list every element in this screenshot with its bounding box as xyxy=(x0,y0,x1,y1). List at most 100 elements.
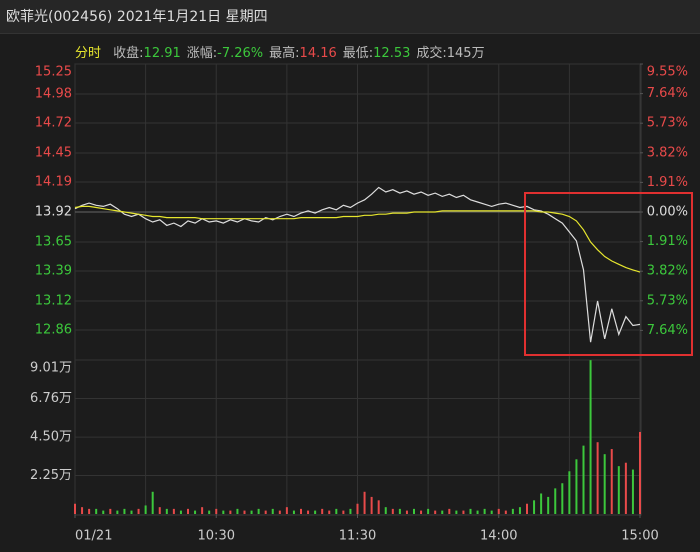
volume-bar xyxy=(194,510,197,514)
volume-tick-label: 2.25万 xyxy=(30,468,72,483)
x-tick-label: 14:00 xyxy=(480,529,517,544)
volume-bar xyxy=(314,510,317,514)
price-line xyxy=(74,186,641,343)
y2-tick-label: 5.73% xyxy=(647,293,688,308)
volume-bar xyxy=(278,510,281,514)
y2-tick-label: 0.00% xyxy=(647,205,688,220)
volume-bar xyxy=(257,508,260,514)
volume-bar xyxy=(413,508,415,514)
volume-bar xyxy=(398,508,401,514)
y-tick-label: 13.92 xyxy=(35,205,72,220)
volume-tick-label: 6.76万 xyxy=(30,391,72,406)
volume-bar xyxy=(533,500,536,514)
y2-tick-label: 1.91% xyxy=(647,234,688,249)
x-tick-label: 01/21 xyxy=(75,529,112,544)
volume-tick-label: 4.50万 xyxy=(30,430,72,445)
volume-bar xyxy=(434,510,437,514)
volume-bar xyxy=(187,508,189,514)
highlight-box xyxy=(524,192,693,356)
volume-bar xyxy=(137,508,140,514)
stat: 最高:14.16 xyxy=(269,46,337,61)
volume-bar xyxy=(575,459,578,514)
stat: 涨幅:-7.26% xyxy=(187,46,263,61)
volume-bar xyxy=(377,500,380,514)
volume-bar xyxy=(95,508,98,514)
volume-bar xyxy=(518,507,521,514)
x-tick-label: 11:30 xyxy=(339,529,376,544)
stat-label: 收盘: xyxy=(113,46,144,61)
y-tick-label: 14.98 xyxy=(35,87,72,102)
volume-bar xyxy=(292,510,295,514)
volume-bar xyxy=(201,507,204,514)
volume-bar xyxy=(250,510,253,514)
volume-bar xyxy=(342,510,345,514)
volume-bar xyxy=(328,510,331,514)
y-tick-label: 14.45 xyxy=(35,146,72,161)
volume-bar xyxy=(391,508,394,514)
volume-bar xyxy=(582,445,585,514)
volume-bar xyxy=(639,431,641,514)
x-tick-label: 10:30 xyxy=(198,529,235,544)
y-tick-label: 14.19 xyxy=(35,174,72,189)
stat-value: 14.16 xyxy=(299,46,337,61)
volume-bar xyxy=(554,488,557,514)
volume-bar xyxy=(462,510,465,514)
volume-bar xyxy=(596,442,599,514)
volume-bar xyxy=(490,510,493,514)
volume-bar xyxy=(497,508,500,514)
y-tick-label: 14.72 xyxy=(35,115,72,130)
volume-bar xyxy=(300,508,302,514)
volume-bar xyxy=(427,508,430,514)
volume-bar xyxy=(363,491,366,514)
volume-bar xyxy=(568,471,571,514)
y2-tick-label: 3.82% xyxy=(647,145,688,160)
volume-bar xyxy=(144,505,147,514)
volume-bar xyxy=(476,510,479,514)
volume-bar xyxy=(349,508,352,514)
volume-bar xyxy=(511,508,514,514)
y2-tick-label: 7.64% xyxy=(647,86,688,101)
y2-tick-label: 9.55% xyxy=(647,65,688,80)
volume-bar xyxy=(356,503,359,514)
y2-tick-label: 7.64% xyxy=(647,323,688,338)
volume-bar xyxy=(561,483,564,514)
volume-bar xyxy=(88,508,91,514)
average-line xyxy=(74,205,641,273)
volume-bar xyxy=(483,508,486,514)
stat-value: 12.91 xyxy=(143,46,181,61)
volume-bar xyxy=(109,508,112,514)
title-bar: 欧菲光(002456) 2021年1月21日 星期四 xyxy=(0,0,700,34)
volume-bar xyxy=(243,510,246,514)
y-tick-label: 13.39 xyxy=(35,263,72,278)
volume-bar xyxy=(547,496,550,514)
volume-bar xyxy=(370,496,373,514)
volume-bar xyxy=(504,510,507,514)
volume-bar xyxy=(617,466,620,514)
volume-bar xyxy=(610,449,613,514)
volume-bar xyxy=(624,462,627,514)
volume-bar xyxy=(215,508,218,514)
stat-label: 涨幅: xyxy=(186,46,218,61)
stat-label: 成交: xyxy=(416,46,447,61)
volume-bar xyxy=(420,510,423,514)
volume-bar xyxy=(102,510,105,514)
volume-bar xyxy=(208,510,211,514)
y-tick-label: 13.12 xyxy=(35,294,72,309)
volume-bar xyxy=(448,508,451,514)
volume-bar xyxy=(631,469,634,514)
volume-bar xyxy=(469,508,472,514)
volume-bar xyxy=(229,510,232,514)
volume-tick-label: 9.01万 xyxy=(30,361,72,376)
stat-value: 12.53 xyxy=(373,46,411,61)
volume-bar xyxy=(74,503,76,514)
stat-label: 最低: xyxy=(342,46,374,61)
info-line: 分时 收盘:12.91 涨幅:-7.26% 最高:14.16 最低:12.53 成交:1… xyxy=(75,42,491,61)
stat: 成交:145万 xyxy=(416,46,484,61)
volume-bar xyxy=(179,510,182,514)
mode-label[interactable]: 分时 xyxy=(75,46,102,61)
volume-bar xyxy=(405,510,408,514)
stat: 最低:12.53 xyxy=(343,46,411,61)
x-tick-label: 15:00 xyxy=(621,529,658,544)
